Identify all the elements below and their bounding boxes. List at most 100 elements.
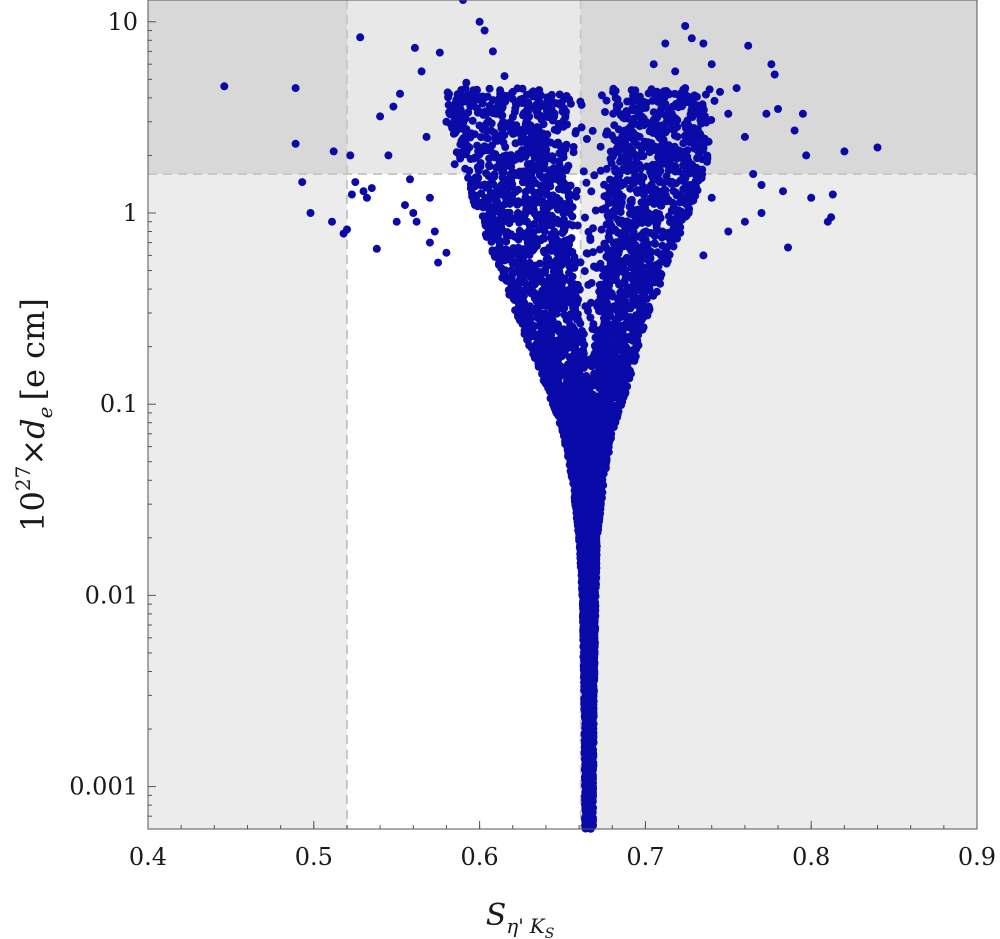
scatter-point [586, 236, 595, 244]
scatter-point [627, 210, 636, 219]
scatter-point [596, 245, 604, 254]
scatter-point [609, 87, 618, 96]
scatter-point [553, 355, 562, 364]
scatter-point [611, 93, 620, 102]
scatter-points [220, 0, 882, 833]
scatter-point [513, 100, 522, 109]
scatter-point [601, 108, 609, 116]
scatter-point [631, 171, 640, 180]
scatter-point [552, 309, 561, 318]
scatter-point [550, 263, 559, 272]
scatter-point [523, 217, 531, 226]
scatter-point [656, 273, 665, 282]
scatter-point [489, 189, 498, 198]
scatter-point [582, 249, 591, 258]
scatter-point [692, 163, 701, 172]
scatter-point [626, 304, 635, 313]
scatter-point [649, 108, 658, 117]
scatter-point [602, 96, 611, 105]
scatter-point [693, 186, 702, 195]
scatter-point [483, 134, 492, 143]
scatter-point [669, 186, 678, 195]
scatter-point [481, 193, 490, 202]
scatter-point [532, 152, 541, 161]
scatter-point [631, 243, 640, 251]
scatter-point [604, 233, 613, 241]
scatter-point [679, 139, 688, 148]
scatter-point [608, 177, 617, 186]
scatter-point [565, 324, 574, 333]
scatter-point [465, 166, 474, 175]
scatter-point [616, 157, 624, 166]
scatter-point [638, 143, 647, 152]
scatter-point [681, 181, 690, 190]
scatter-point [466, 155, 475, 163]
scatter-point [571, 129, 580, 138]
scatter-point [590, 171, 599, 180]
scatter-point [601, 292, 610, 301]
scatter-point [540, 227, 549, 236]
scatter-point [649, 290, 657, 299]
scatter-point [554, 119, 563, 128]
scatter-point [546, 138, 555, 147]
scatter-point [580, 267, 589, 276]
scatter-point [550, 319, 558, 328]
scatter-point [511, 232, 520, 241]
scatter-point [521, 187, 530, 196]
scatter-point [565, 269, 573, 277]
scatter-point [531, 179, 540, 187]
scatter-point [559, 153, 568, 162]
scatter-point [544, 154, 553, 163]
scatter-point [603, 265, 612, 273]
scatter-point [550, 200, 559, 209]
scatter-point [534, 304, 543, 313]
scatter-point [626, 97, 635, 106]
scatter-point [603, 127, 612, 136]
scatter-point [497, 124, 506, 133]
scatter-point [598, 205, 607, 214]
scatter-point [710, 96, 719, 105]
scatter-point [549, 113, 558, 122]
scatter-point [582, 135, 591, 143]
scatter-point [653, 248, 662, 257]
scatter-point [447, 102, 456, 111]
scatter-point [502, 237, 511, 246]
scatter-point [515, 226, 524, 235]
scatter-point [485, 84, 494, 93]
scatter-point [550, 125, 559, 134]
scatter-point [589, 248, 598, 257]
scatter-point [498, 173, 507, 182]
scatter-point [572, 299, 581, 308]
scatter-point [523, 336, 532, 345]
scatter-point [462, 145, 471, 154]
scatter-point [586, 313, 595, 322]
scatter-point [562, 295, 571, 304]
scatter-point [638, 298, 647, 307]
scatter-point [543, 172, 552, 181]
scatter-point [524, 98, 533, 107]
scatter-point [480, 142, 489, 151]
scatter-point [650, 239, 659, 248]
scatter-point [464, 173, 473, 182]
scatter-point [526, 239, 535, 247]
scatter-point [655, 175, 664, 184]
scatter-point [634, 120, 643, 129]
scatter-point [683, 116, 692, 125]
scatter-point [537, 198, 546, 207]
scatter-point [602, 164, 611, 173]
scatter-point [546, 221, 555, 230]
scatter-point [520, 286, 529, 295]
scatter-point [539, 120, 548, 129]
scatter-point [498, 131, 506, 139]
scatter-point [524, 321, 533, 330]
scatter-point [638, 104, 647, 113]
scatter-point [579, 349, 588, 358]
scatter-point [518, 84, 527, 93]
scatter-point [579, 167, 588, 176]
scatter-point [618, 390, 627, 399]
scatter-point [466, 102, 475, 111]
scatter-point [581, 213, 589, 222]
shaded-region-3 [148, 0, 347, 174]
scatter-point [490, 234, 499, 243]
